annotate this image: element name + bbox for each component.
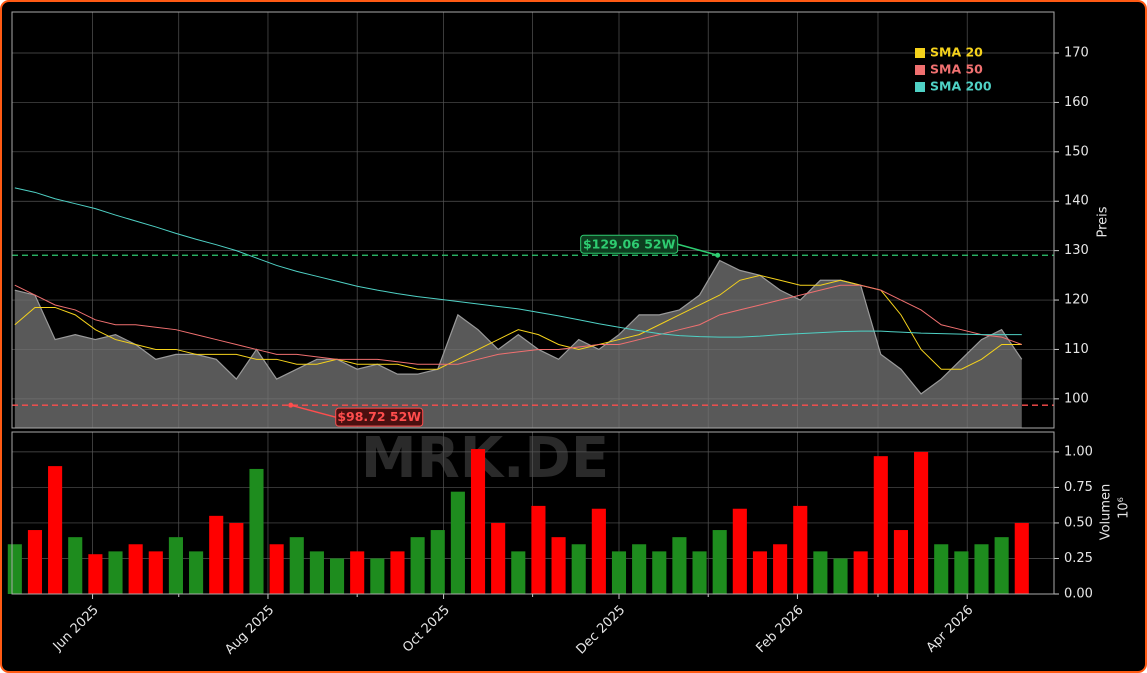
volume-bar (611, 551, 627, 594)
annotation-arrow (677, 243, 718, 256)
volume-bar (833, 558, 848, 594)
volume-bar (813, 551, 828, 594)
volume-bar (390, 551, 405, 594)
volume-bar (511, 551, 526, 594)
volume-bar (269, 544, 284, 594)
y-tick-label: 0.50 (1064, 515, 1093, 530)
volume-bar (27, 530, 43, 594)
volume-bar (410, 537, 425, 594)
volume-bar (954, 551, 969, 594)
y-tick-label: 0.25 (1064, 551, 1093, 566)
volume-bar (168, 537, 183, 594)
volume-bar (692, 551, 707, 594)
volume-bar (853, 551, 868, 594)
legend-swatch (915, 65, 925, 75)
volume-bar (370, 558, 385, 594)
volume-bar (189, 551, 204, 594)
volume-bar (350, 551, 365, 594)
legend-swatch (915, 48, 925, 58)
volume-bar (652, 551, 667, 594)
y-tick-label: 0.75 (1064, 480, 1093, 495)
volume-bar (289, 537, 304, 594)
legend-label: SMA 200 (930, 79, 992, 94)
sma-line (14, 274, 1022, 370)
volume-bar (470, 449, 486, 594)
volume-bar (773, 544, 788, 594)
y-tick-label: 160 (1064, 95, 1089, 110)
annotation-label: $98.72 52W (337, 409, 421, 424)
legend-swatch (915, 82, 925, 92)
volume-bar (491, 522, 506, 594)
volume-bar (752, 551, 768, 594)
volume-bar (712, 530, 727, 594)
legend-label: SMA 50 (930, 62, 983, 77)
volume-bar (309, 551, 324, 594)
volume-bar (893, 530, 908, 594)
annotation-arrow (290, 404, 336, 418)
y-tick-label: 140 (1064, 194, 1089, 209)
y-tick-label: 150 (1064, 144, 1089, 159)
volume-bar (551, 537, 566, 594)
y-tick-label: 120 (1064, 293, 1089, 308)
volume-bar (934, 544, 949, 594)
volume-bar (88, 554, 103, 594)
volume-bar (108, 551, 123, 594)
sma-line (14, 187, 1022, 338)
y-tick-label: 100 (1064, 391, 1089, 406)
volume-bar (430, 530, 445, 594)
volume-bar (249, 468, 264, 594)
volume-bar (1014, 522, 1029, 594)
volume-bar (68, 537, 83, 594)
y-tick-label: 110 (1064, 342, 1089, 357)
volume-bar (672, 537, 687, 594)
annotation-arrowhead (715, 252, 721, 258)
y-tick-label: 170 (1064, 46, 1089, 61)
y-tick-label: 1.00 (1064, 444, 1093, 459)
volume-bar (209, 515, 224, 594)
y-tick-label: 0.00 (1064, 587, 1093, 602)
volume-bar (793, 505, 808, 594)
panel-border (11, 431, 1055, 595)
volume-bar (531, 505, 546, 594)
volume-bar (994, 537, 1009, 594)
volume-bar (732, 508, 747, 594)
volume-bar (48, 466, 63, 594)
volume-bar (148, 551, 163, 594)
legend-label: SMA 20 (930, 45, 983, 60)
volume-bar (974, 544, 989, 594)
sma-line (14, 284, 1022, 365)
y-axis-label: Volumen (1099, 484, 1114, 541)
annotation-label: $129.06 52W (583, 236, 676, 251)
offset-label: 10⁶ (1117, 497, 1132, 519)
volume-bar (914, 451, 929, 594)
volume-bar (229, 522, 244, 594)
panel-border (11, 11, 1055, 429)
volume-bar (450, 491, 465, 594)
volume-bar (128, 544, 143, 594)
volume-bar (329, 558, 345, 594)
volume-bar (7, 544, 22, 594)
volume-bar (873, 456, 888, 594)
volume-bar (571, 544, 586, 594)
volume-bar (632, 544, 647, 594)
y-tick-label: 130 (1064, 243, 1089, 258)
annotation-arrowhead (288, 402, 294, 408)
y-axis-label: Preis (1096, 206, 1111, 237)
volume-bar (591, 508, 606, 594)
